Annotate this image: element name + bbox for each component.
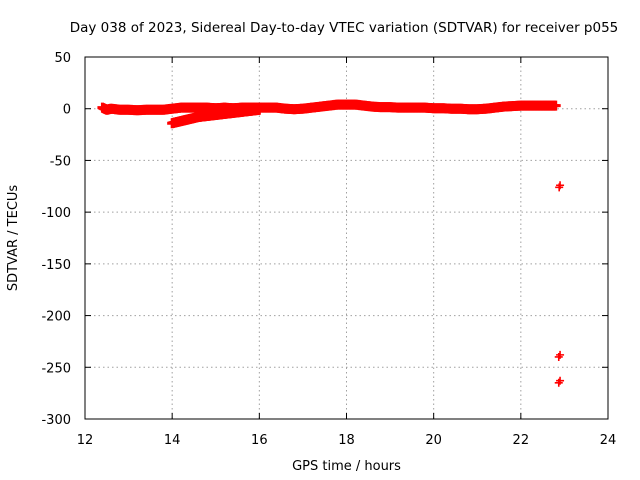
data-points [97,99,565,387]
x-tick-label: 16 [251,433,268,448]
y-tick-label: -200 [41,310,71,325]
axis-ticks: 12 14 16 18 20 22 24 50 0 -50 -100 -150 -200 -250 -300 [41,51,616,448]
x-tick-label: 22 [513,433,530,448]
chart-title: Day 038 of 2023, Sidereal Day-to-day VTE… [70,20,619,36]
x-tick-label: 14 [164,433,181,448]
data-point [554,352,563,361]
data-point [555,183,564,192]
y-tick-label: -300 [41,413,71,428]
y-tick-label: 0 [63,103,71,118]
x-tick-label: 18 [338,433,355,448]
x-tick-label: 12 [77,433,94,448]
y-tick-label: -100 [41,206,71,221]
x-axis-label: GPS time / hours [292,459,401,474]
y-tick-label: -150 [41,258,71,273]
data-point [550,100,561,111]
y-tick-label: 50 [54,51,71,66]
y-axis-label: SDTVAR / TECUs [6,185,21,292]
data-point [554,378,563,387]
data-point [254,104,265,115]
y-tick-label: -250 [41,361,71,376]
y-tick-label: -50 [50,154,71,169]
x-tick-label: 24 [600,433,617,448]
x-tick-label: 20 [425,433,442,448]
